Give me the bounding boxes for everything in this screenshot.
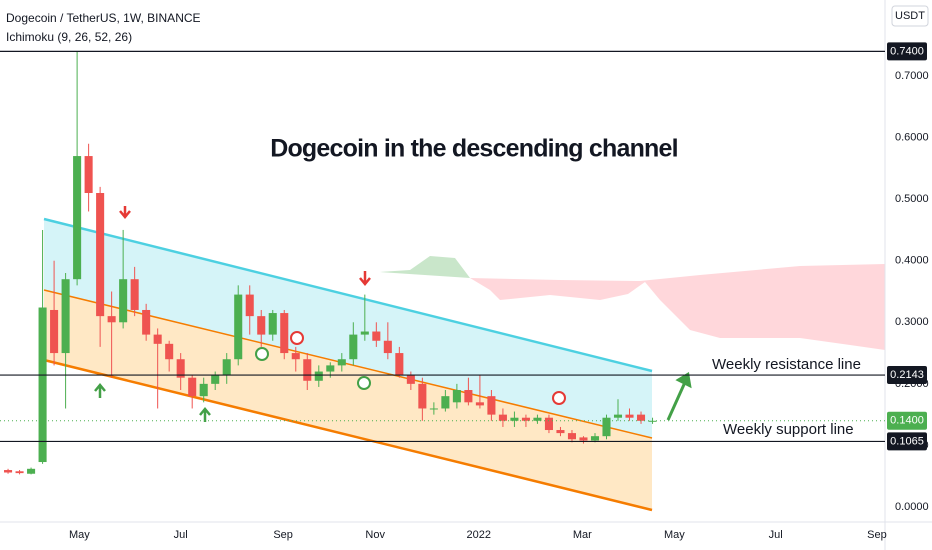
price-line-label: 0.7400: [890, 45, 924, 57]
candle-body: [142, 309, 151, 335]
candle-body: [211, 374, 220, 384]
candle-body: [4, 470, 13, 473]
candle-body: [165, 343, 174, 360]
candle-body: [579, 437, 588, 441]
currency-label[interactable]: USDT: [895, 10, 925, 22]
candle-body: [406, 374, 415, 384]
candle-body: [475, 402, 484, 406]
candle-body: [349, 334, 358, 360]
candle-body: [245, 294, 254, 317]
marks: [4, 51, 657, 475]
candle-body: [38, 307, 47, 463]
candle-body: [234, 294, 243, 360]
x-tick-label: 2022: [467, 529, 491, 541]
candle-body: [73, 156, 82, 280]
candle-body: [625, 414, 634, 418]
candle-body: [556, 430, 565, 434]
candle-body: [15, 471, 24, 474]
candle-body: [188, 377, 197, 397]
ichimoku-cloud-green: [380, 256, 470, 278]
candle-body: [567, 433, 576, 440]
candle-body: [372, 331, 381, 341]
candle-body: [268, 313, 277, 335]
candle-body: [314, 371, 323, 381]
candle-body: [498, 414, 507, 421]
candle-body: [590, 436, 600, 441]
channel-bottom-line: [43, 358, 653, 512]
candle-body: [636, 414, 646, 421]
candle-body: [521, 417, 530, 421]
candle-body: [510, 417, 519, 421]
price-line-label: 0.1065: [890, 435, 924, 447]
candle-body: [602, 417, 611, 437]
y-tick-label: 0.0000: [895, 501, 929, 513]
candle-body: [452, 390, 461, 403]
candle-body: [360, 331, 369, 335]
price-line-label: 0.2143: [890, 369, 924, 381]
channel-upper-fill: [44, 219, 652, 438]
y-tick-label: 0.5000: [895, 193, 929, 205]
candle-body: [119, 279, 128, 323]
y-tick-label: 0.4000: [895, 255, 929, 267]
candle-body: [613, 414, 623, 418]
candle-body: [107, 316, 116, 323]
indicator-label: Ichimoku (9, 26, 52, 26): [6, 30, 132, 44]
x-tick-label: Mar: [573, 529, 592, 541]
candle-body: [429, 408, 438, 410]
price-line-label-box: [887, 366, 927, 385]
candle-body: [222, 359, 231, 375]
candle-body: [487, 396, 496, 415]
candle-body: [96, 193, 105, 317]
candle-body: [84, 156, 93, 194]
x-tick-label: Jul: [769, 529, 783, 541]
candle-body: [464, 390, 473, 403]
candle-body: [383, 340, 392, 354]
annotation-support: Weekly support line: [723, 421, 854, 438]
candle-body: [326, 365, 335, 372]
y-tick-label: 0.6000: [895, 132, 929, 144]
price-line-label-box: [887, 432, 927, 451]
candle-body: [130, 279, 139, 310]
x-tick-label: May: [664, 529, 685, 541]
last-price-box: [887, 411, 927, 430]
x-tick-label: Jul: [174, 529, 188, 541]
candle-body: [303, 359, 312, 381]
candle-body: [533, 417, 542, 421]
candle-body: [176, 359, 185, 378]
candle-body: [61, 279, 70, 354]
candle-body: [418, 383, 427, 409]
y-tick-label: 0.7000: [895, 70, 929, 82]
candle-body: [257, 316, 266, 335]
candle-body: [291, 353, 300, 360]
candle-body: [544, 417, 553, 431]
ichimoku-cloud-red: [470, 264, 885, 350]
channel-lower-fill: [44, 290, 652, 510]
y-tick-label: 0.3000: [895, 316, 929, 328]
candle-body: [153, 334, 162, 344]
candle-body: [441, 396, 450, 409]
candle-body: [199, 383, 208, 397]
currency-box[interactable]: [891, 5, 929, 27]
candle-body: [27, 468, 36, 474]
chart-title: Dogecoin / TetherUS, 1W, BINANCE: [6, 11, 201, 25]
annotation-resistance: Weekly resistance line: [712, 356, 861, 373]
candle-body: [337, 359, 346, 366]
price-line-label-box: [887, 42, 927, 61]
channel-top-line: [43, 217, 653, 373]
candle-body: [280, 313, 289, 354]
annotation-title: Dogecoin in the descending channel: [270, 135, 678, 163]
x-tick-label: Sep: [867, 529, 887, 541]
candle-body: [50, 309, 59, 354]
candle-body: [395, 353, 404, 375]
last-price-label: 0.1400: [890, 415, 924, 427]
signal-arrows: [94, 206, 692, 422]
x-tick-label: Sep: [273, 529, 293, 541]
x-tick-label: May: [69, 529, 90, 541]
x-tick-label: Nov: [365, 529, 385, 541]
